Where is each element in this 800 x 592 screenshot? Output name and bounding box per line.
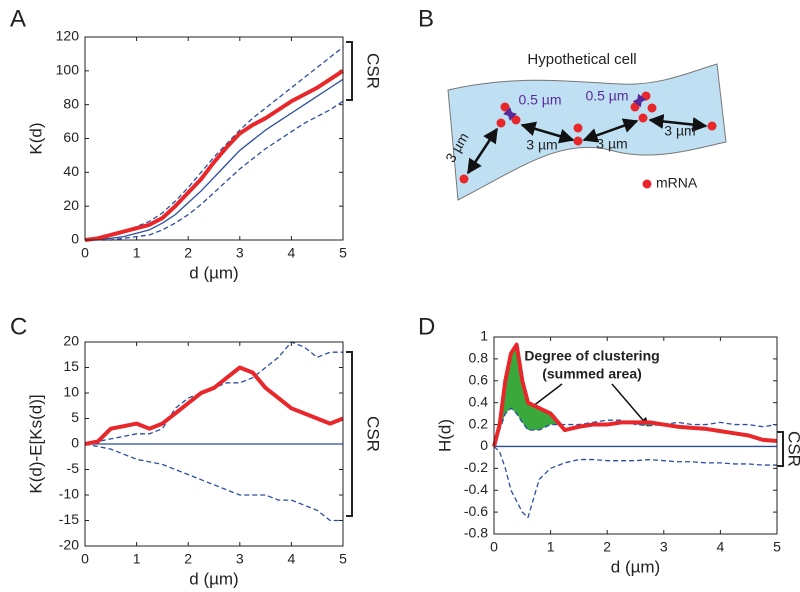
distance-label: 0.5 µm <box>585 88 628 104</box>
x-tick-label: 1 <box>133 245 141 261</box>
y-tick-label: 20 <box>63 197 79 213</box>
csr-bracket <box>346 351 353 517</box>
legend-label: mRNA <box>656 175 698 191</box>
y-tick-label: 0.2 <box>469 415 489 431</box>
csr-bracket <box>346 41 353 101</box>
distance-arrows <box>466 113 708 175</box>
y-tick-label: -15 <box>59 511 79 527</box>
distance-label: 3 µm <box>664 123 695 139</box>
y-axis-label: K(d) <box>26 122 45 154</box>
x-tick-label: 0 <box>490 539 498 555</box>
y-tick-label: 120 <box>56 28 80 44</box>
y-axis-label: H(d) <box>435 419 454 452</box>
x-axis-label: d (µm) <box>189 263 238 282</box>
csr-label: CSR <box>364 53 383 89</box>
x-tick-label: 2 <box>184 551 192 567</box>
x-tick-label: 2 <box>184 245 192 261</box>
cell-diagram: B Hypothetical cell 0.5 µm 0.5 µm 3 µm 3… <box>418 5 727 201</box>
x-tick-label: 3 <box>236 551 244 567</box>
series-line <box>493 445 777 519</box>
y-axis-label: K(d)-E[Ks(d)] <box>26 394 45 493</box>
x-tick-label: 4 <box>717 539 725 555</box>
series-line <box>84 69 345 242</box>
y-tick-label: -0.4 <box>464 481 488 497</box>
series-line <box>85 100 344 241</box>
legend-dot <box>642 179 652 189</box>
plot-frame <box>493 336 778 535</box>
y-tick-label: 0.6 <box>469 371 489 387</box>
x-axis-label: d (µm) <box>189 569 238 588</box>
y-tick-label: -0.6 <box>464 503 488 519</box>
y-tick-label: 5 <box>71 409 79 425</box>
y-tick-label: 40 <box>63 163 79 179</box>
series-line <box>84 46 344 241</box>
note: (summed area) <box>542 366 642 382</box>
series-line <box>493 407 778 447</box>
y-tick-label: 0 <box>71 231 79 247</box>
series-line <box>84 78 344 241</box>
note: Degree of clustering <box>524 348 659 364</box>
y-tick-label: 0.4 <box>469 393 489 409</box>
cell-title: Hypothetical cell <box>527 51 636 68</box>
x-tick-label: 5 <box>339 551 347 567</box>
y-tick-label: 0 <box>71 435 79 451</box>
y-tick-label: 0.8 <box>469 350 489 366</box>
panel-label: C <box>10 313 27 340</box>
x-tick-label: 0 <box>81 551 89 567</box>
x-tick-label: 1 <box>133 551 141 567</box>
series-line <box>84 341 343 445</box>
y-tick-label: -0.2 <box>464 459 488 475</box>
series-line <box>84 365 344 446</box>
x-tick-label: 5 <box>339 245 347 261</box>
x-tick-label: 3 <box>236 245 244 261</box>
mrna-dots <box>459 91 717 184</box>
y-tick-label: 100 <box>56 62 80 78</box>
distance-label: 0.5 µm <box>518 92 561 108</box>
y-tick-label: 80 <box>63 95 79 111</box>
y-tick-label: 10 <box>63 384 79 400</box>
panel-label: B <box>418 5 434 32</box>
x-tick-label: 5 <box>773 539 781 555</box>
short-arrows <box>503 93 647 121</box>
y-tick-label: 0 <box>480 437 488 453</box>
distance-label: 3 µm <box>526 137 557 153</box>
y-tick-label: 20 <box>63 333 79 349</box>
y-tick-label: -0.8 <box>464 525 488 541</box>
x-tick-label: 4 <box>288 245 296 261</box>
y-tick-label: -10 <box>59 486 79 502</box>
x-tick-label: 0 <box>81 245 89 261</box>
series-line <box>492 342 778 447</box>
panel-label: D <box>418 313 435 340</box>
x-tick-label: 3 <box>660 539 668 555</box>
csr-bracket <box>777 431 784 467</box>
plot-frame <box>84 36 344 241</box>
y-tick-label: -20 <box>59 537 79 553</box>
y-tick-label: 15 <box>63 358 79 374</box>
series-line <box>84 443 343 522</box>
y-tick-label: 60 <box>63 129 79 145</box>
csr-label: CSR <box>364 416 383 452</box>
y-tick-label: -5 <box>67 460 80 476</box>
x-tick-label: 2 <box>603 539 611 555</box>
plot-frame <box>84 341 344 547</box>
csr-label: CSR <box>785 431 800 467</box>
x-tick-label: 4 <box>288 551 296 567</box>
x-tick-label: 1 <box>547 539 555 555</box>
panel-label: A <box>10 5 26 32</box>
y-tick-label: 1 <box>480 328 488 344</box>
x-axis-label: d (µm) <box>611 557 660 576</box>
distance-label: 3 µm <box>596 136 627 152</box>
